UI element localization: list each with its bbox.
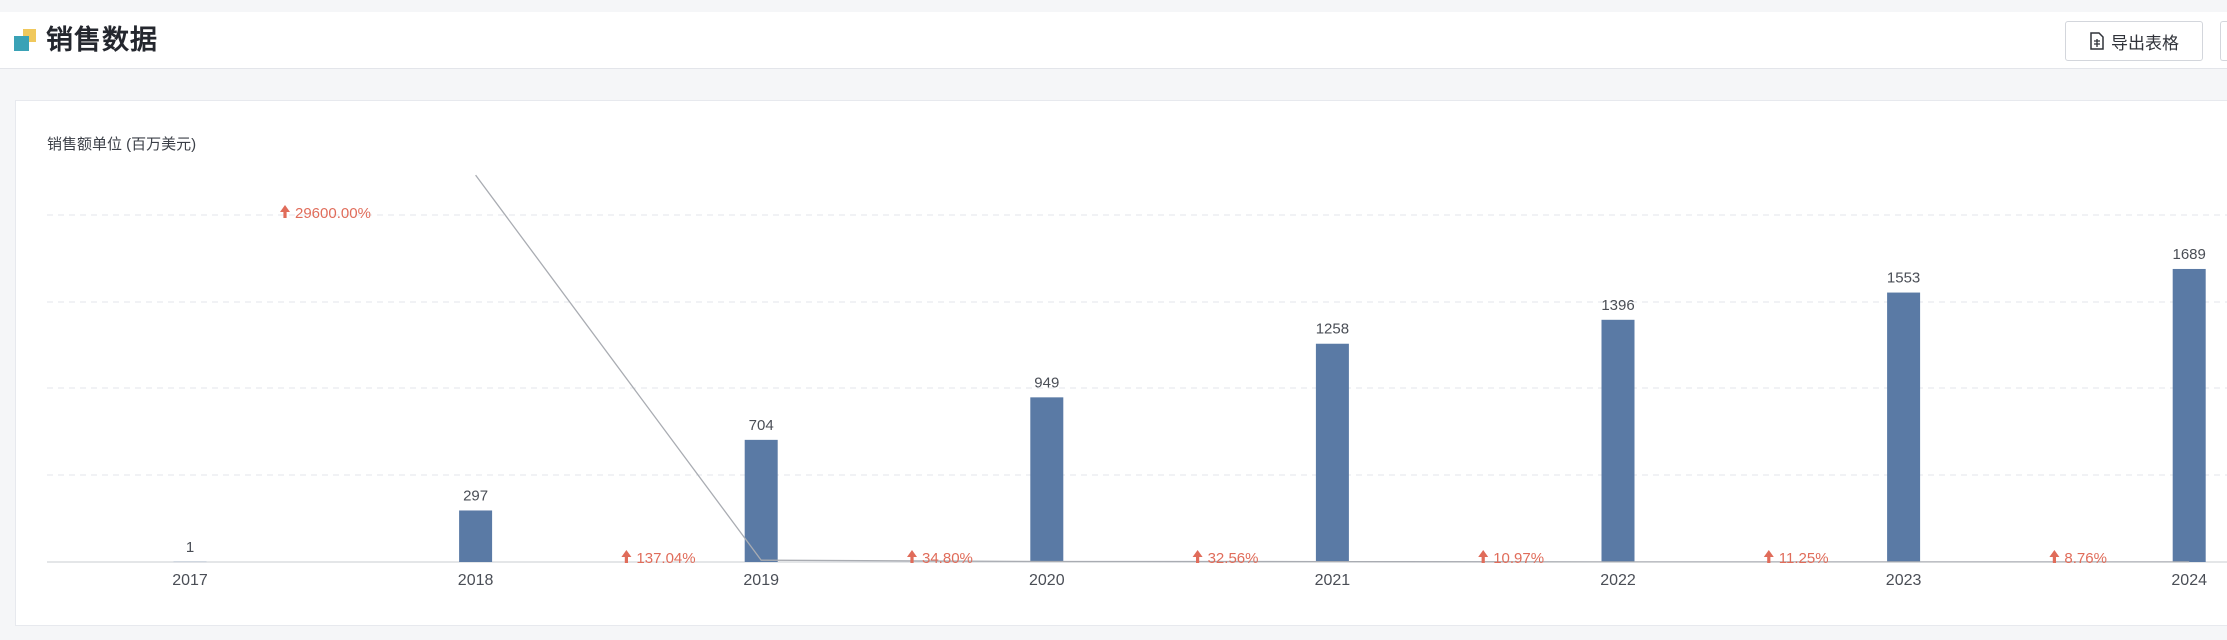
growth-percent-label: 34.80% <box>922 550 973 567</box>
bar-value-label: 1396 <box>1601 297 1634 314</box>
x-tick-label: 2022 <box>1600 572 1636 589</box>
growth-up-arrow-icon <box>2049 550 2060 563</box>
growth-percent-label: 11.25% <box>1779 550 1829 567</box>
x-tick-label: 2018 <box>458 572 494 589</box>
y-axis-unit-label: 销售额单位 (百万美元) <box>47 136 197 153</box>
bar-value-label: 1258 <box>1316 321 1349 338</box>
bar-value-label: 1 <box>186 539 194 556</box>
export-table-button[interactable]: 导出表格 <box>2065 21 2203 61</box>
growth-trend-line <box>475 174 2190 563</box>
growth-percent-label: 137.04% <box>636 550 695 567</box>
title-squares-icon <box>14 29 36 51</box>
bar[interactable] <box>2172 268 2206 562</box>
growth-percent-label: 29600.00% <box>295 205 371 222</box>
growth-up-arrow-icon <box>621 550 632 563</box>
x-tick-label: 2017 <box>172 572 208 589</box>
bar-value-label: 297 <box>463 487 488 504</box>
bar[interactable] <box>1030 397 1064 562</box>
bar-value-label: 1689 <box>2173 246 2206 263</box>
chart-card <box>15 100 2227 626</box>
growth-up-arrow-icon <box>907 550 917 563</box>
x-tick-label: 2019 <box>743 572 779 589</box>
export-table-label: 导出表格 <box>2111 33 2179 53</box>
bar[interactable] <box>1315 343 1349 562</box>
bar[interactable] <box>459 510 493 562</box>
header-bar: 销售数据 导出表格 <box>0 12 2227 69</box>
bar-value-label: 704 <box>749 417 774 434</box>
x-tick-label: 2021 <box>1315 572 1351 589</box>
bar[interactable] <box>1887 292 1921 562</box>
bar[interactable] <box>744 439 778 562</box>
growth-percent-label: 10.97% <box>1493 550 1544 567</box>
bar[interactable] <box>1601 319 1635 562</box>
bar-value-label: 1553 <box>1887 270 1920 287</box>
header-button-partial[interactable] <box>2220 21 2227 61</box>
x-tick-label: 2020 <box>1029 572 1065 589</box>
x-tick-label: 2024 <box>2171 572 2207 589</box>
growth-percent-label: 32.56% <box>1208 550 1259 567</box>
growth-percent-label: 8.76% <box>2064 550 2107 567</box>
growth-up-arrow-icon <box>1763 550 1774 563</box>
x-tick-label: 2023 <box>1886 572 1922 589</box>
growth-up-arrow-icon <box>1192 550 1203 563</box>
bar-value-label: 949 <box>1034 374 1059 391</box>
document-icon <box>2089 32 2105 50</box>
growth-up-arrow-icon <box>1478 550 1489 563</box>
page-title: 销售数据 <box>46 25 158 55</box>
growth-up-arrow-icon <box>280 205 290 218</box>
